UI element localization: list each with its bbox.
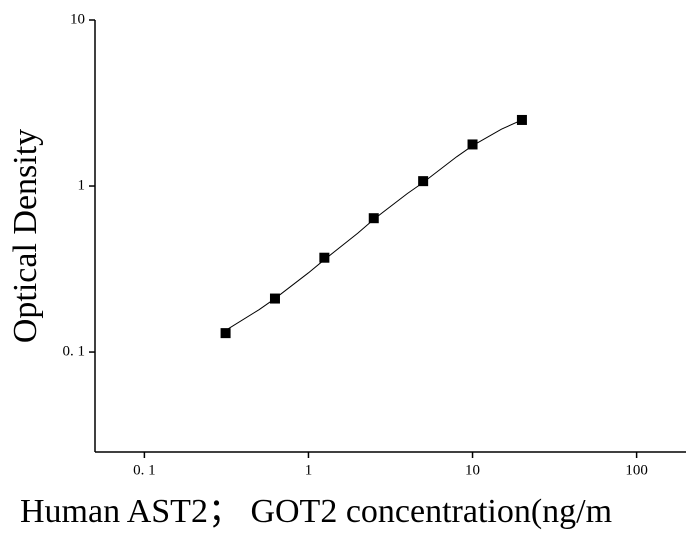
- data-point: [269, 293, 280, 304]
- data-point: [319, 252, 330, 263]
- x-tick-label: 0. 1: [133, 462, 156, 478]
- data-point: [516, 114, 527, 125]
- data-point: [368, 213, 379, 224]
- x-tick-label: 10: [465, 462, 480, 478]
- x-axis-title: Human AST2； GOT2 concentration(ng/m: [20, 493, 612, 530]
- y-tick-label: 0. 1: [63, 343, 86, 359]
- x-tick-label: 1: [305, 462, 313, 478]
- x-tick-label: 100: [625, 462, 648, 478]
- y-tick-label: 10: [70, 11, 85, 27]
- data-point: [467, 139, 478, 150]
- y-tick-label: 1: [78, 177, 86, 193]
- data-point: [418, 176, 429, 187]
- data-point: [220, 328, 231, 339]
- y-axis-title: Optical Density: [7, 129, 44, 343]
